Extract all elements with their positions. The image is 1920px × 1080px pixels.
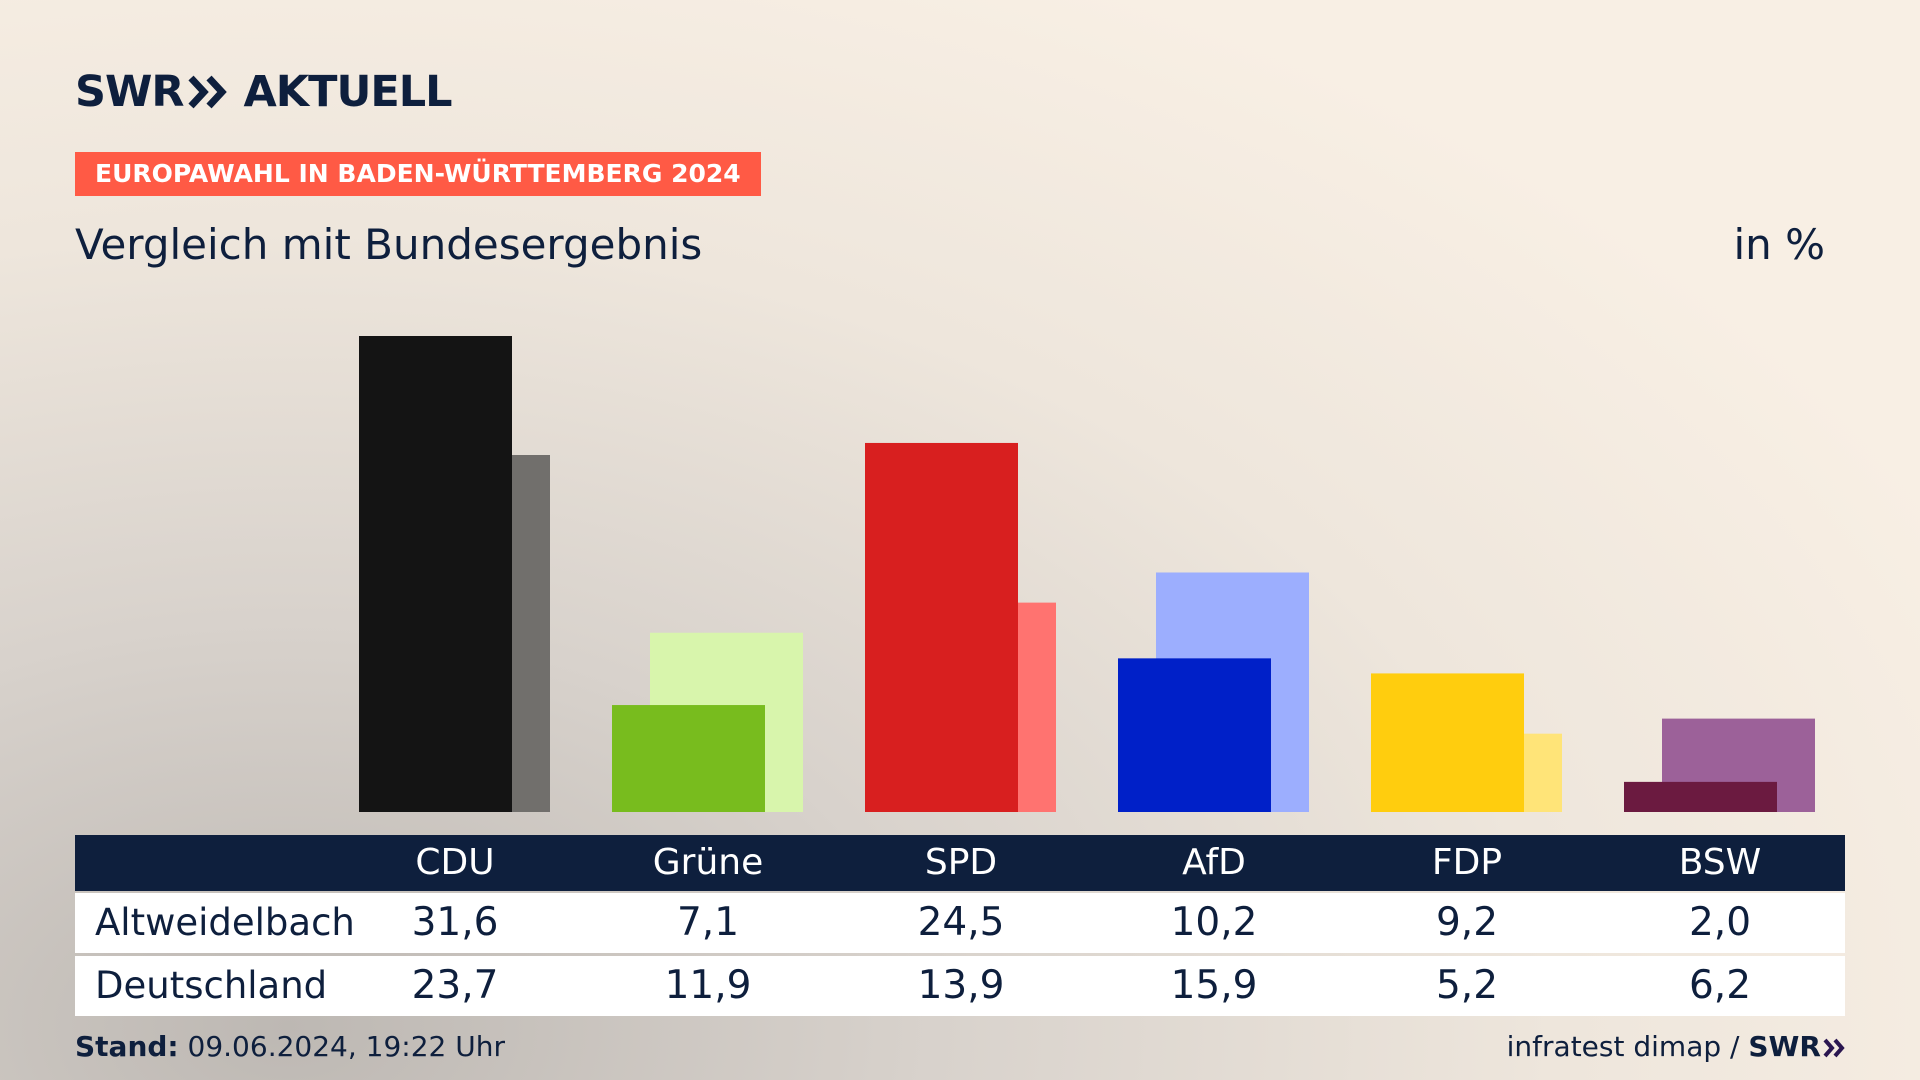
- table-cell: 10,2: [1170, 900, 1258, 945]
- table-cell: 2,0: [1688, 900, 1752, 945]
- row-label-national: Deutschland: [95, 964, 328, 1007]
- table-cell: 23,7: [411, 963, 499, 1008]
- bar-altweidelbach-fdp: [1371, 673, 1524, 812]
- table-cell: 24,5: [917, 900, 1005, 945]
- election-badge: EUROPAWAHL IN BADEN-WÜRTTEMBERG 2024: [75, 152, 761, 196]
- column-header-fdp: FDP: [1431, 842, 1503, 883]
- source-text: infratest dimap /: [1506, 1030, 1740, 1063]
- column-header-spd: SPD: [924, 842, 998, 883]
- unit-label: in %: [1733, 220, 1825, 269]
- table-row: Deutschland 23,7 11,9 13,9 15,9 5,2 6,2: [75, 956, 1845, 1016]
- table-cell: 9,2: [1435, 900, 1499, 945]
- bar-altweidelbach-spd: [865, 442, 1018, 812]
- table-cell: 31,6: [411, 900, 499, 945]
- source-credit: infratest dimap / SWR: [1507, 1030, 1845, 1063]
- bar-altweidelbach-grüne: [612, 705, 765, 812]
- column-header-grüne: Grüne: [652, 842, 764, 883]
- chart-subtitle: Vergleich mit Bundesergebnis: [75, 220, 703, 269]
- bar-altweidelbach-afd: [1118, 658, 1271, 812]
- column-header-afd: AfD: [1182, 842, 1246, 883]
- stand-label: Stand:: [75, 1030, 179, 1063]
- double-chevron-icon: [187, 75, 227, 109]
- timestamp: Stand: 09.06.2024, 19:22 Uhr: [75, 1030, 505, 1063]
- logo-swr-text: SWR: [75, 67, 185, 117]
- bar-altweidelbach-bsw: [1624, 781, 1777, 812]
- stand-value: 09.06.2024, 19:22 Uhr: [187, 1030, 505, 1063]
- swr-aktuell-logo: SWR AKTUELL: [75, 67, 453, 117]
- table-cell: 15,9: [1170, 963, 1258, 1008]
- party-header-row: CDU Grüne SPD AfD FDP BSW: [75, 835, 1845, 891]
- table-cell: 7,1: [676, 900, 740, 945]
- table-cell: 6,2: [1688, 963, 1752, 1008]
- table-cell: 5,2: [1435, 963, 1499, 1008]
- row-label-local: Altweidelbach: [95, 901, 355, 944]
- double-chevron-icon: [1823, 1038, 1845, 1058]
- table-cell: 13,9: [917, 963, 1005, 1008]
- source-brand: SWR: [1748, 1030, 1821, 1063]
- logo-aktuell-text: AKTUELL: [243, 67, 453, 117]
- column-header-bsw: BSW: [1678, 842, 1762, 883]
- column-header-cdu: CDU: [415, 842, 495, 883]
- bar-altweidelbach-cdu: [359, 336, 512, 812]
- table-row: Altweidelbach 31,6 7,1 24,5 10,2 9,2 2,0: [75, 893, 1845, 953]
- table-cell: 11,9: [664, 963, 752, 1008]
